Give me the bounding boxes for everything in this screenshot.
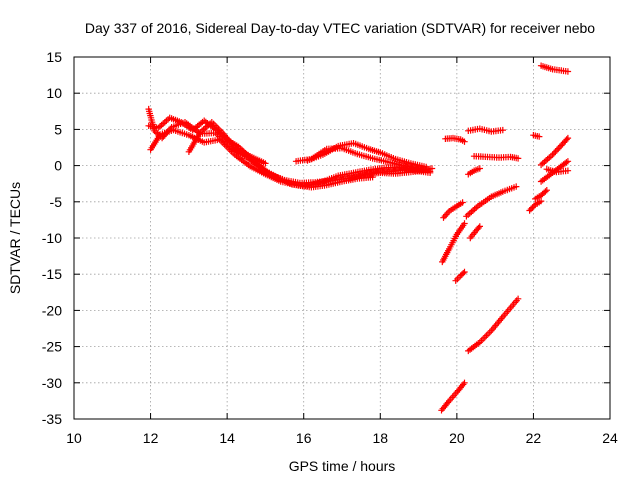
data-points: [442, 134, 468, 145]
x-tick-labels: 10 12 14 16 18 20 22 24: [66, 430, 618, 446]
y-tick-label: -25: [42, 339, 62, 355]
x-tick-label: 22: [526, 430, 542, 446]
data-points: [438, 379, 468, 414]
y-tick-labels: 15 10 5 0 -5 -10 -15 -20 -25 -30 -35: [42, 49, 62, 427]
data-points: [465, 295, 522, 355]
series-trace-n: [470, 153, 522, 162]
series-trace-m: [465, 125, 506, 135]
x-tick-label: 14: [219, 430, 235, 446]
x-tick-label: 18: [372, 430, 388, 446]
x-tick-label: 10: [66, 430, 82, 446]
series-trace-q: [467, 223, 483, 242]
x-tick-label: 16: [296, 430, 312, 446]
data-points: [467, 223, 483, 242]
data-points: [470, 153, 522, 162]
data-points: [463, 183, 520, 220]
series-trace-r: [465, 295, 522, 355]
series-trace-t: [532, 187, 550, 203]
data-points: [537, 134, 572, 169]
y-tick-label: -35: [42, 411, 62, 427]
series-trace-j: [439, 220, 468, 266]
data-points: [543, 166, 572, 176]
x-tick-label: 20: [449, 430, 465, 446]
y-axis-label: SDTVAR / TECUs: [7, 182, 23, 294]
y-tick-label: -30: [42, 375, 62, 391]
data-points: [439, 220, 468, 266]
series-trace-x: [543, 166, 572, 176]
axis-ticks: [73, 56, 611, 420]
series-trace-h: [442, 134, 468, 145]
data-series: [145, 62, 572, 414]
x-tick-label: 12: [143, 430, 159, 446]
series-trace-s: [530, 132, 543, 140]
x-axis-label: GPS time / hours: [289, 458, 396, 474]
data-points: [532, 187, 550, 203]
data-points: [465, 125, 506, 135]
data-points: [537, 62, 572, 75]
series-trace-o: [465, 165, 483, 178]
y-tick-label: -10: [42, 230, 62, 246]
series-trace-k: [452, 268, 468, 284]
y-tick-label: 15: [46, 49, 62, 65]
y-tick-label: -15: [42, 266, 62, 282]
series-trace-u: [526, 197, 545, 214]
data-points: [440, 199, 466, 221]
y-tick-label: 0: [54, 158, 62, 174]
data-points: [465, 165, 483, 178]
series-trace-g: [346, 166, 430, 182]
y-tick-label: 5: [54, 121, 62, 137]
y-tick-label: -5: [50, 194, 63, 210]
series-trace-l: [438, 379, 468, 414]
series-trace-v: [537, 134, 572, 169]
x-tick-label: 24: [602, 430, 618, 446]
series-trace-p: [463, 183, 520, 220]
y-tick-label: -20: [42, 302, 62, 318]
data-points: [304, 140, 430, 171]
chart-title: Day 337 of 2016, Sidereal Day-to-day VTE…: [85, 20, 595, 36]
data-points: [526, 197, 545, 214]
series-trace-f: [304, 140, 430, 171]
series-trace-y: [537, 62, 572, 75]
y-tick-label: 10: [46, 85, 62, 101]
series-trace-d: [185, 119, 269, 167]
data-points: [530, 132, 543, 140]
data-points: [346, 166, 430, 182]
data-points: [452, 268, 468, 284]
data-points: [185, 119, 269, 167]
series-trace-i: [440, 199, 466, 221]
grid: [74, 57, 610, 419]
